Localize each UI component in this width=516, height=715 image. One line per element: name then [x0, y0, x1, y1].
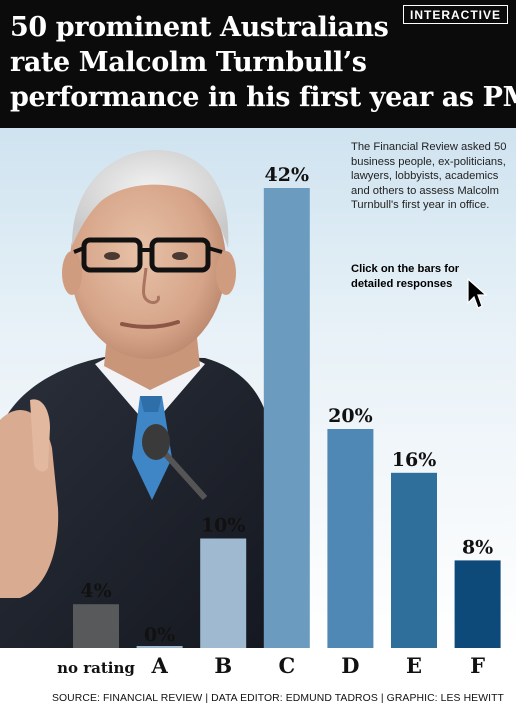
title-line-3: performance in his first year as PM: [10, 82, 516, 113]
mouse-pointer-icon: [467, 278, 487, 309]
bar-no-rating[interactable]: [73, 604, 119, 648]
description-text: The Financial Review asked 50 business p…: [351, 141, 507, 212]
bar-e[interactable]: [391, 472, 437, 648]
value-label: 10%: [201, 515, 246, 537]
interactive-badge: INTERACTIVE: [402, 5, 508, 24]
bar-c[interactable]: [263, 188, 310, 648]
value-label: 42%: [265, 164, 310, 186]
title-line-1: 50 prominent Australians: [10, 12, 389, 43]
page-title: 50 prominent Australians rate Malcolm Tu…: [10, 10, 516, 115]
category-label: F: [470, 653, 485, 678]
value-label: 0%: [144, 624, 175, 646]
category-label: no rating: [57, 659, 135, 677]
value-label: 8%: [462, 536, 493, 558]
source-credit: SOURCE: FINANCIAL REVIEW | DATA EDITOR: …: [51, 693, 504, 704]
category-label: A: [150, 653, 168, 678]
category-label: B: [214, 653, 232, 678]
value-label: 16%: [392, 449, 437, 471]
value-label: 20%: [328, 405, 373, 427]
click-hint: Click on the bars for detailed responses: [351, 263, 460, 290]
value-label: 4%: [80, 580, 111, 602]
header: 50 prominent Australians rate Malcolm Tu…: [0, 0, 516, 128]
category-label: D: [341, 653, 359, 678]
category-label: E: [406, 653, 422, 678]
title-line-2: rate Malcolm Turnbull’s: [10, 47, 367, 78]
bar-b[interactable]: [200, 538, 247, 649]
bar-a[interactable]: [136, 646, 183, 648]
bar-f[interactable]: [454, 560, 501, 648]
bar-d[interactable]: [327, 429, 374, 648]
category-label: C: [278, 653, 295, 678]
